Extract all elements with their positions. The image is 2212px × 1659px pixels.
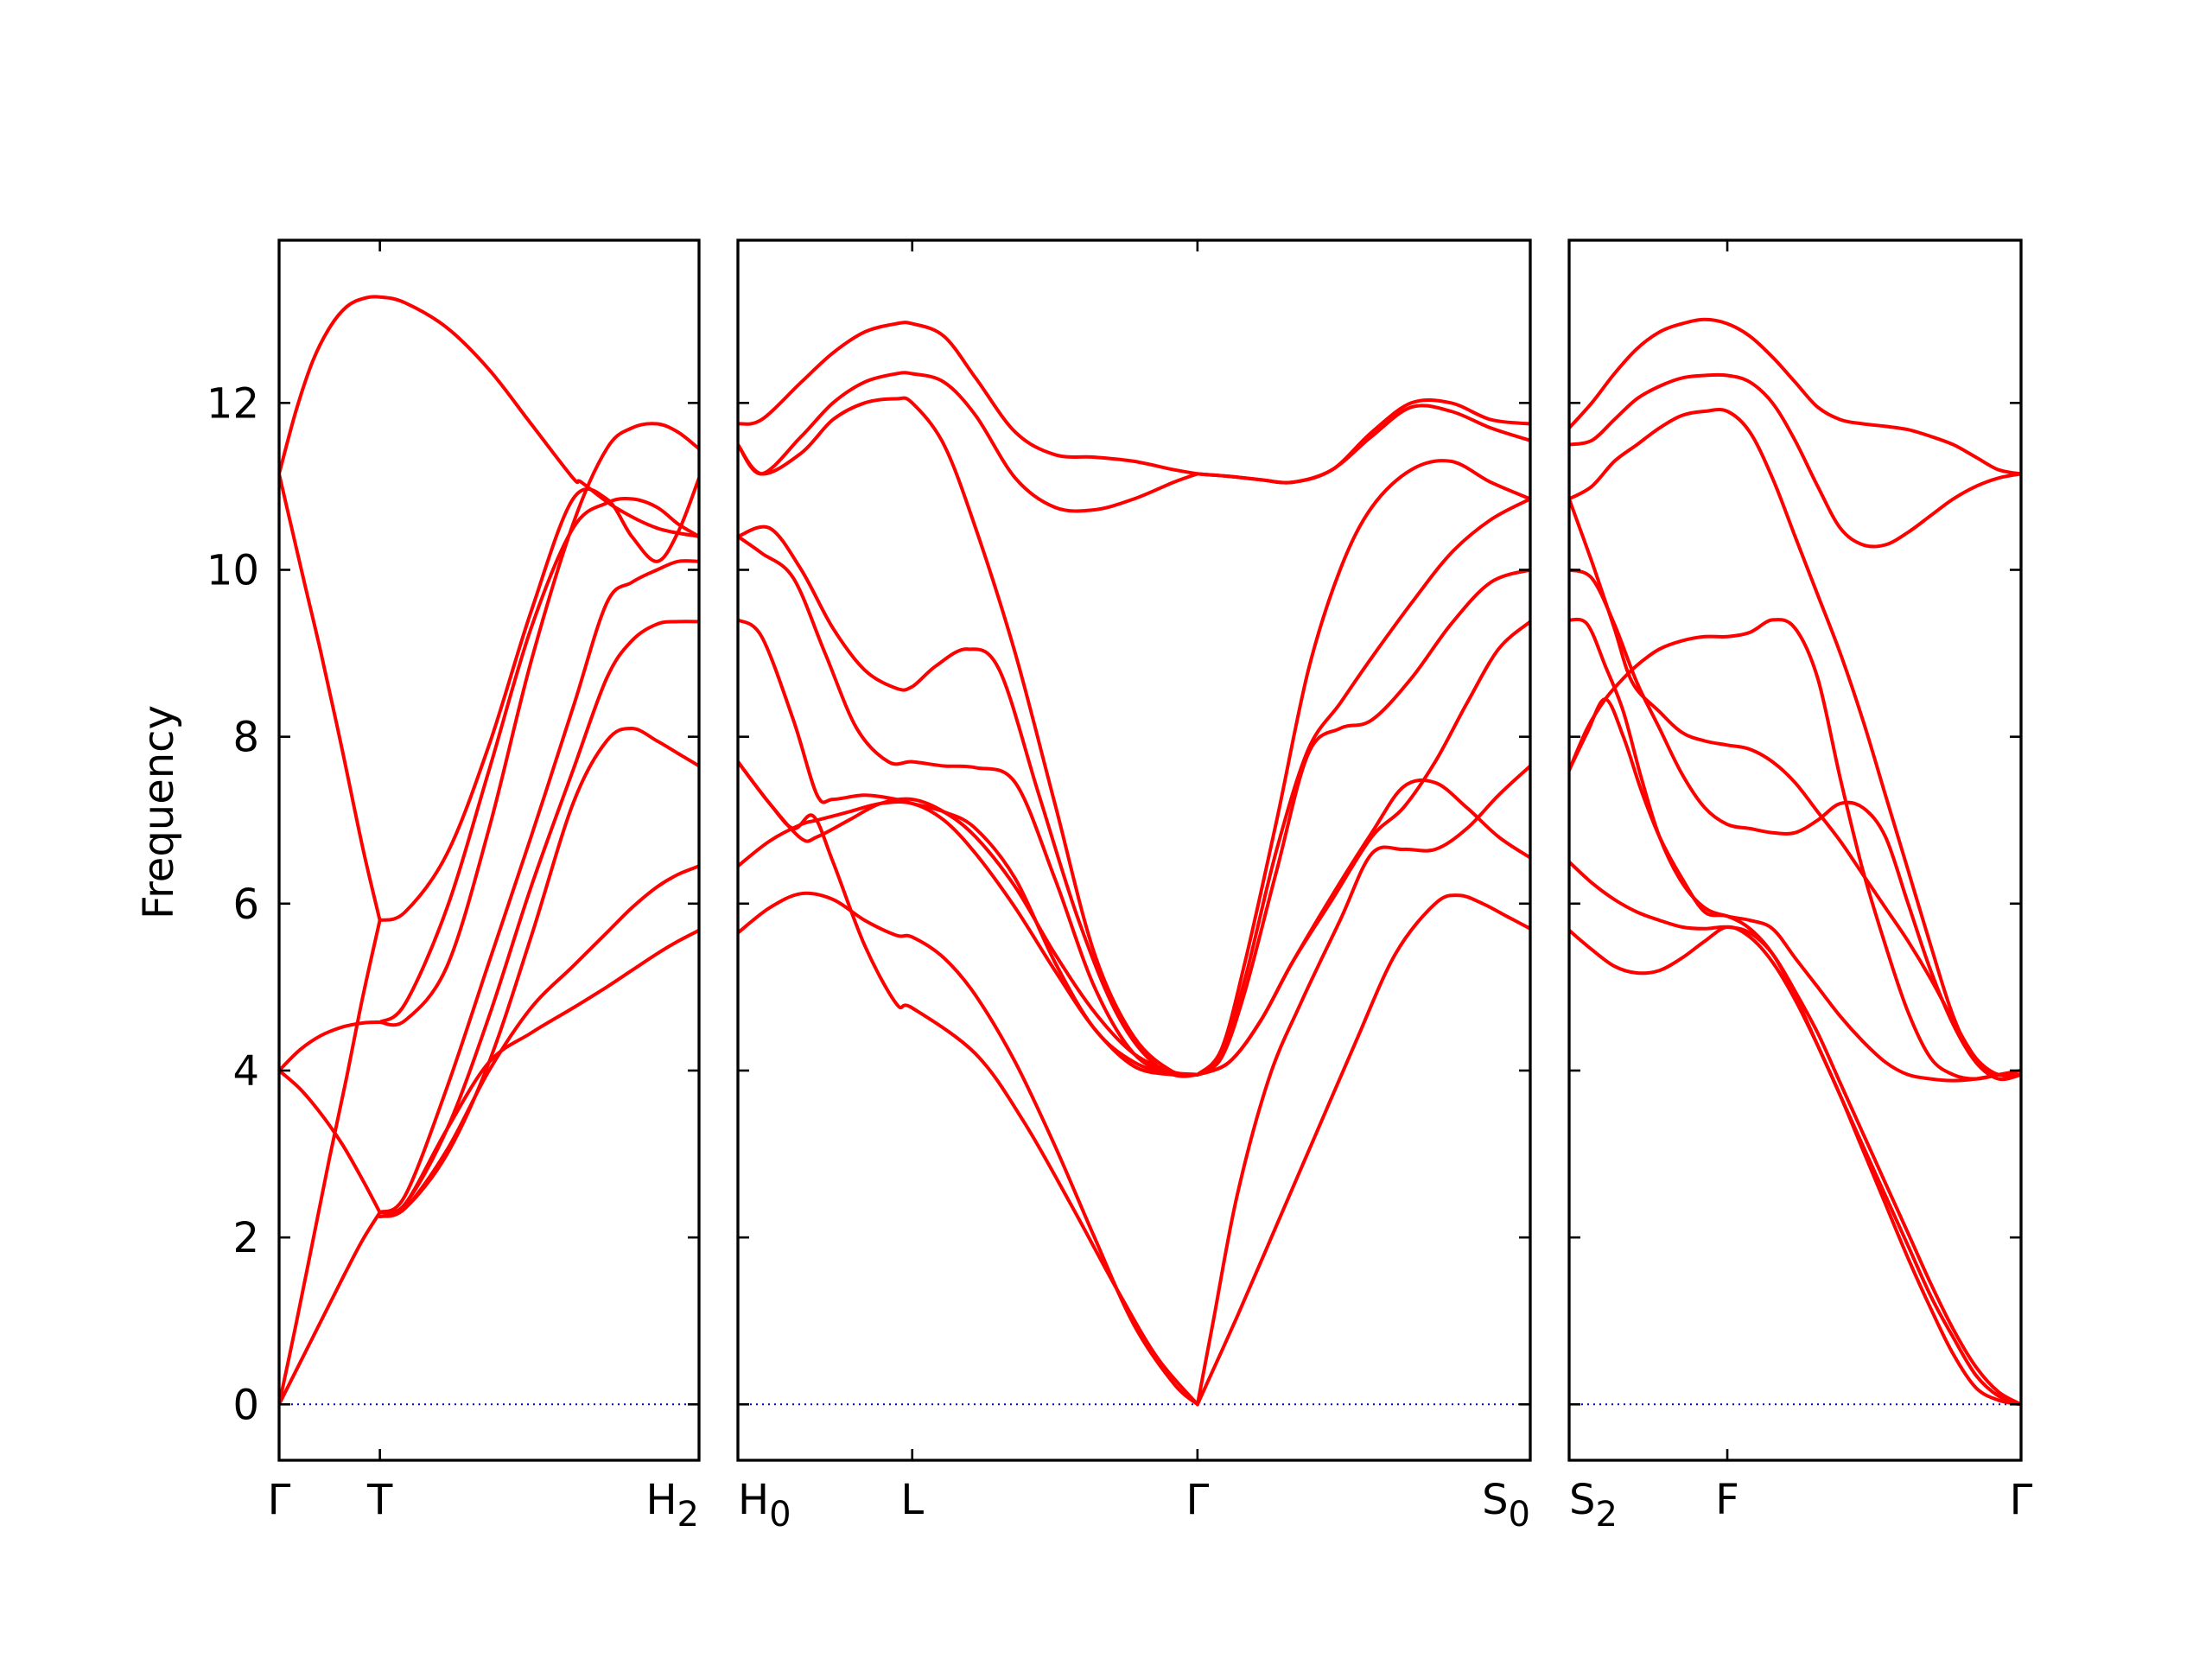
x-tick-label: L <box>900 1476 924 1524</box>
band-line <box>1195 397 1530 485</box>
band-line <box>1569 317 2021 476</box>
band-line <box>738 396 1199 1077</box>
x-tick-label: H0 <box>738 1476 791 1535</box>
y-axis-label: Frequency <box>135 705 183 919</box>
band-line <box>738 760 1199 1407</box>
band-line <box>378 422 699 1027</box>
band-line <box>378 620 699 1215</box>
band-line <box>378 559 699 1215</box>
band-line <box>1569 925 2021 1407</box>
band-line <box>738 618 1199 1077</box>
band-line <box>1569 568 2021 1082</box>
band-line <box>1569 697 2021 1407</box>
band-line <box>279 1069 382 1215</box>
y-tick-label: 10 <box>207 546 259 594</box>
panel-frame <box>1567 238 2023 1462</box>
y-tick-label: 12 <box>207 379 259 428</box>
y-tick-label: 4 <box>232 1047 259 1096</box>
x-tick-label: S0 <box>1482 1476 1530 1535</box>
band-line <box>279 472 382 923</box>
x-tick-label: H2 <box>645 1476 699 1535</box>
y-tick-labels: 0 2 4 6 8 10 12 <box>207 379 259 1429</box>
band-line <box>279 1020 382 1072</box>
band-line <box>279 1211 382 1407</box>
band-line <box>1569 860 2021 1407</box>
band-line <box>279 918 382 1407</box>
band-line <box>378 476 699 923</box>
band-line <box>738 534 1199 1078</box>
band-line <box>738 371 1199 513</box>
panel-frame <box>736 238 1532 1462</box>
panel-frame <box>277 238 701 1462</box>
band-line <box>1569 617 2021 1081</box>
band-line <box>1195 620 1530 1077</box>
band-line <box>1569 372 2021 549</box>
band-line <box>378 727 699 1218</box>
band-line <box>378 497 699 1024</box>
band-line <box>738 321 1199 476</box>
band-line <box>1195 778 1530 1077</box>
band-line <box>1195 764 1530 1407</box>
band-line <box>378 928 699 1218</box>
band-line <box>1195 568 1530 1077</box>
panel-1: Γ T H2 <box>268 238 701 1535</box>
y-tick-label: 0 <box>232 1381 259 1429</box>
x-tick-label: S2 <box>1569 1476 1618 1535</box>
bands <box>738 321 1530 1407</box>
band-line <box>378 864 699 1218</box>
x-tick-label: Γ <box>1185 1476 1209 1524</box>
band-line <box>738 800 1199 1077</box>
x-tick-label: F <box>1715 1476 1739 1524</box>
band-line <box>1195 459 1530 1077</box>
y-tick-label: 2 <box>232 1214 259 1262</box>
band-line <box>1195 893 1530 1407</box>
band-line <box>1569 408 2021 1077</box>
bands <box>279 295 699 1407</box>
x-tick-label: T <box>366 1476 393 1524</box>
band-line <box>738 891 1199 1407</box>
chart-panels: Γ T H2 H0 L Γ S0 S2 F Γ <box>268 238 2033 1535</box>
y-tick-label: 8 <box>232 714 259 762</box>
bands <box>1569 317 2021 1407</box>
band-line <box>738 524 1199 1077</box>
band-line <box>1569 617 2021 1083</box>
x-tick-label: Γ <box>2010 1476 2033 1524</box>
band-line <box>1195 497 1530 1077</box>
x-tick-label: Γ <box>268 1476 291 1524</box>
panel-2: H0 L Γ S0 <box>736 238 1532 1535</box>
y-tick-label: 6 <box>232 880 259 929</box>
panel-3: S2 F Γ <box>1567 238 2033 1535</box>
band-line <box>738 760 1199 1077</box>
